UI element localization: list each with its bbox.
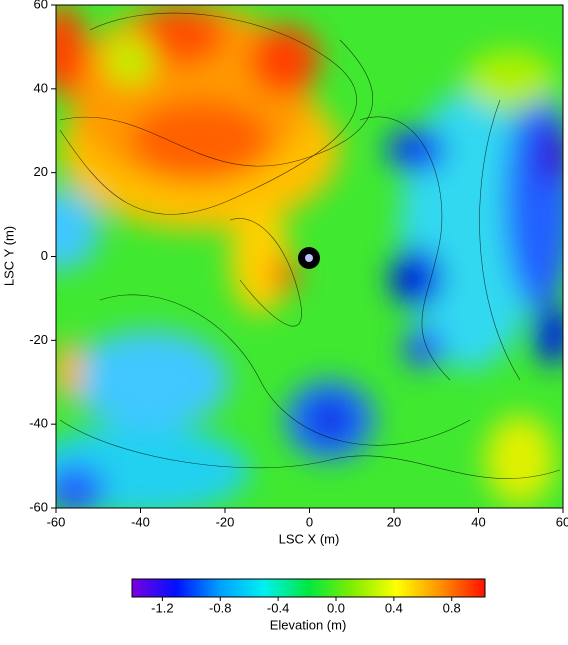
colorbar-tick-label: -0.8 <box>209 600 231 615</box>
elevation-map <box>56 5 563 508</box>
x-tick-label: -40 <box>131 514 150 529</box>
x-tick-label: 0 <box>306 514 313 529</box>
y-tick-label: 40 <box>34 80 48 95</box>
y-tick-label: -40 <box>29 416 48 431</box>
x-tick-label: -60 <box>47 514 66 529</box>
colorbar-tick-label: -1.2 <box>151 600 173 615</box>
x-tick-label: 20 <box>387 514 401 529</box>
x-tick-label: 40 <box>471 514 485 529</box>
colorbar-tick-label: 0.4 <box>385 600 403 615</box>
y-tick-label: 60 <box>34 0 48 11</box>
colorbar-label: Elevation (m) <box>270 617 347 632</box>
y-tick-label: 0 <box>41 248 48 263</box>
colorbar-tick-label: -0.4 <box>267 600 289 615</box>
colorbar-tick-label: 0.8 <box>443 600 461 615</box>
x-tick-label: 60 <box>556 514 568 529</box>
y-tick-label: -20 <box>29 332 48 347</box>
y-axis-label: LSC Y (m) <box>1 226 16 286</box>
x-tick-label: -20 <box>216 514 235 529</box>
lander-marker-core <box>305 254 313 262</box>
colorbar <box>131 578 486 598</box>
colorbar-tick-label: 0.0 <box>327 600 345 615</box>
y-tick-label: 20 <box>34 164 48 179</box>
y-tick-label: -60 <box>29 499 48 514</box>
x-axis-label: LSC X (m) <box>279 531 340 546</box>
